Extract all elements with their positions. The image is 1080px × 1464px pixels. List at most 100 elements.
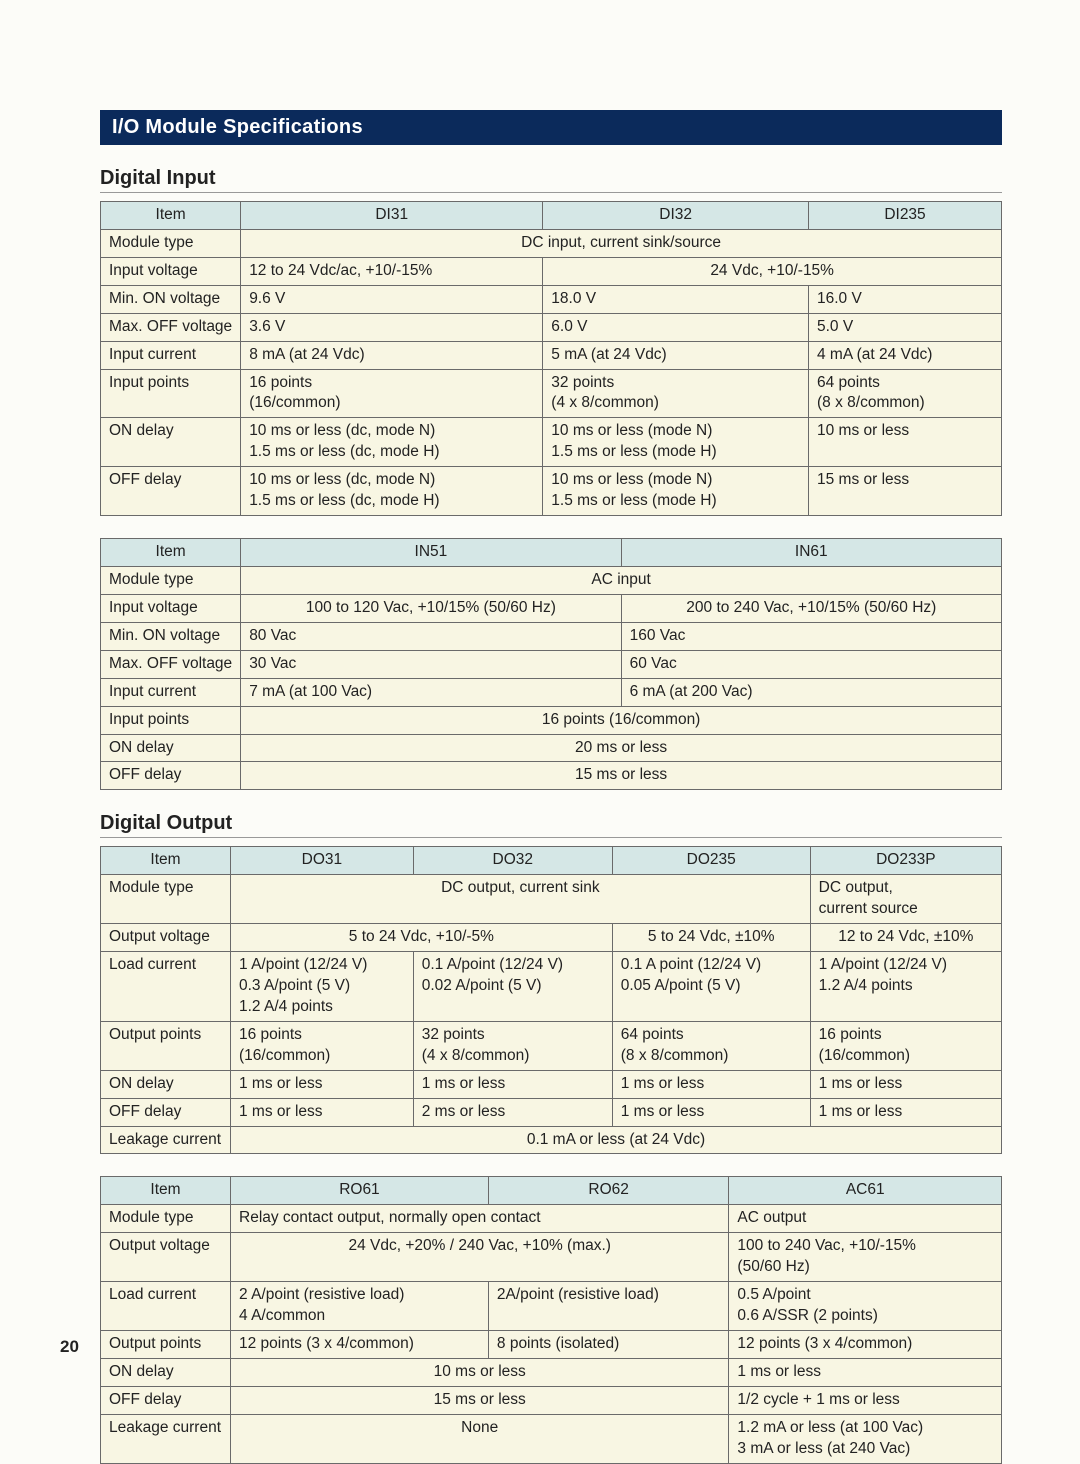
cell: Output points: [101, 1330, 231, 1358]
cell: Module type: [101, 229, 241, 257]
cell: Load current: [101, 952, 231, 1022]
cell: 10 ms or less (dc, mode N)1.5 ms or less…: [241, 418, 543, 467]
th-item: Item: [101, 847, 231, 875]
cell: OFF delay: [101, 467, 241, 516]
cell: 1 A/point (12/24 V)0.3 A/point (5 V)1.2 …: [231, 952, 414, 1022]
th-do235: DO235: [612, 847, 810, 875]
cell: Max. OFF voltage: [101, 313, 241, 341]
cell: 10 ms or less: [809, 418, 1002, 467]
th-in61: IN61: [621, 539, 1001, 567]
th-item: Item: [101, 202, 241, 230]
th-ro62: RO62: [488, 1177, 729, 1205]
cell: 4 mA (at 24 Vdc): [809, 341, 1002, 369]
cell: Relay contact output, normally open cont…: [231, 1205, 729, 1233]
th-do233p: DO233P: [810, 847, 1001, 875]
table-do: Item DO31 DO32 DO235 DO233P Module type …: [100, 846, 1002, 1154]
cell: Module type: [101, 1205, 231, 1233]
cell: 20 ms or less: [241, 734, 1002, 762]
cell: Input points: [101, 706, 241, 734]
cell: ON delay: [101, 1070, 231, 1098]
cell: OFF delay: [101, 1098, 231, 1126]
cell: 100 to 120 Vac, +10/15% (50/60 Hz): [241, 594, 621, 622]
cell: 32 points(4 x 8/common): [413, 1021, 612, 1070]
cell: 16.0 V: [809, 285, 1002, 313]
cell: 12 points (3 x 4/common): [729, 1330, 1002, 1358]
cell: 24 Vdc, +20% / 240 Vac, +10% (max.): [231, 1233, 729, 1282]
cell: 1 A/point (12/24 V)1.2 A/4 points: [810, 952, 1001, 1022]
cell: 160 Vac: [621, 622, 1001, 650]
cell: 6.0 V: [543, 313, 809, 341]
cell: Output voltage: [101, 924, 231, 952]
cell: 5 to 24 Vdc, ±10%: [612, 924, 810, 952]
cell: OFF delay: [101, 762, 241, 790]
cell: 8 points (isolated): [488, 1330, 729, 1358]
cell: DC input, current sink/source: [241, 229, 1002, 257]
cell: Input current: [101, 341, 241, 369]
cell: 1 ms or less: [612, 1070, 810, 1098]
cell: 5.0 V: [809, 313, 1002, 341]
th-ac61: AC61: [729, 1177, 1002, 1205]
cell: Min. ON voltage: [101, 622, 241, 650]
cell: None: [231, 1414, 729, 1463]
th-do31: DO31: [231, 847, 414, 875]
cell: Input current: [101, 678, 241, 706]
page-number: 20: [60, 1337, 79, 1357]
cell: 30 Vac: [241, 650, 621, 678]
cell: 16 points(16/common): [231, 1021, 414, 1070]
cell: 18.0 V: [543, 285, 809, 313]
cell: Output voltage: [101, 1233, 231, 1282]
cell: 7 mA (at 100 Vac): [241, 678, 621, 706]
cell: 12 to 24 Vdc, ±10%: [810, 924, 1001, 952]
th-di235: DI235: [809, 202, 1002, 230]
cell: Input points: [101, 369, 241, 418]
cell: Input voltage: [101, 257, 241, 285]
cell: Max. OFF voltage: [101, 650, 241, 678]
cell: 32 points(4 x 8/common): [543, 369, 809, 418]
cell: 16 points (16/common): [241, 706, 1002, 734]
cell: 1 ms or less: [810, 1070, 1001, 1098]
th-item: Item: [101, 1177, 231, 1205]
cell: 12 points (3 x 4/common): [231, 1330, 489, 1358]
cell: 0.1 A point (12/24 V)0.05 A/point (5 V): [612, 952, 810, 1022]
cell: 1 ms or less: [231, 1070, 414, 1098]
cell: ON delay: [101, 418, 241, 467]
cell: 1 ms or less: [810, 1098, 1001, 1126]
cell: 2 ms or less: [413, 1098, 612, 1126]
cell: 24 Vdc, +10/-15%: [543, 257, 1002, 285]
cell: 1 ms or less: [729, 1358, 1002, 1386]
th-di32: DI32: [543, 202, 809, 230]
cell: 5 mA (at 24 Vdc): [543, 341, 809, 369]
cell: 0.5 A/point0.6 A/SSR (2 points): [729, 1282, 1002, 1331]
cell: 10 ms or less (dc, mode N)1.5 ms or less…: [241, 467, 543, 516]
cell: 1.2 mA or less (at 100 Vac)3 mA or less …: [729, 1414, 1002, 1463]
cell: 1/2 cycle + 1 ms or less: [729, 1386, 1002, 1414]
cell: 3.6 V: [241, 313, 543, 341]
table-ro-ac: Item RO61 RO62 AC61 Module type Relay co…: [100, 1176, 1002, 1463]
th-do32: DO32: [413, 847, 612, 875]
cell: Module type: [101, 566, 241, 594]
cell: 0.1 mA or less (at 24 Vdc): [231, 1126, 1002, 1154]
cell: Leakage current: [101, 1414, 231, 1463]
cell: 60 Vac: [621, 650, 1001, 678]
cell: 0.1 A/point (12/24 V)0.02 A/point (5 V): [413, 952, 612, 1022]
cell: Input voltage: [101, 594, 241, 622]
cell: 15 ms or less: [241, 762, 1002, 790]
cell: 1 ms or less: [231, 1098, 414, 1126]
cell: Leakage current: [101, 1126, 231, 1154]
cell: OFF delay: [101, 1386, 231, 1414]
cell: Output points: [101, 1021, 231, 1070]
cell: ON delay: [101, 1358, 231, 1386]
table-in: Item IN51 IN61 Module type AC input Inpu…: [100, 538, 1002, 790]
cell: 6 mA (at 200 Vac): [621, 678, 1001, 706]
th-ro61: RO61: [231, 1177, 489, 1205]
table-di: Item DI31 DI32 DI235 Module type DC inpu…: [100, 201, 1002, 516]
cell: 1 ms or less: [413, 1070, 612, 1098]
cell: DC output, current sink: [231, 875, 811, 924]
page: I/O Module Specifications Digital Input …: [0, 0, 1080, 1397]
cell: Min. ON voltage: [101, 285, 241, 313]
cell: Load current: [101, 1282, 231, 1331]
cell: 16 points(16/common): [810, 1021, 1001, 1070]
cell: 200 to 240 Vac, +10/15% (50/60 Hz): [621, 594, 1001, 622]
cell: 64 points(8 x 8/common): [809, 369, 1002, 418]
cell: AC input: [241, 566, 1002, 594]
